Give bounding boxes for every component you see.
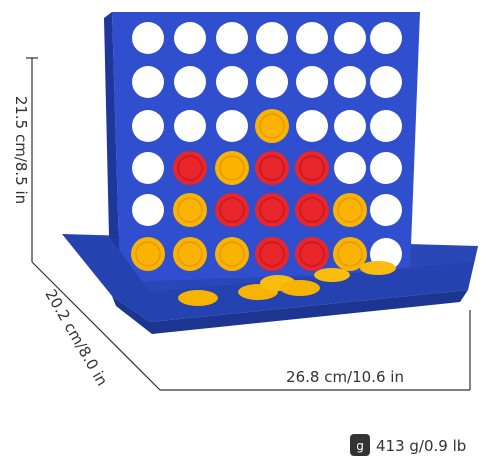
piece-ring	[219, 241, 245, 267]
hole	[334, 22, 366, 54]
hole	[256, 22, 288, 54]
piece-ring	[337, 241, 363, 267]
weight-icon	[350, 434, 370, 456]
piece-ring	[259, 241, 285, 267]
hole	[132, 194, 164, 226]
hole	[370, 110, 402, 142]
tray-front	[62, 234, 478, 322]
hole	[334, 110, 366, 142]
hole	[334, 152, 366, 184]
hole	[132, 66, 164, 98]
tray-lip	[112, 290, 468, 334]
piece-ring	[299, 241, 325, 267]
hole	[296, 22, 328, 54]
hole	[370, 152, 402, 184]
hole	[174, 110, 206, 142]
hole	[370, 66, 402, 98]
hole	[132, 110, 164, 142]
hole	[334, 66, 366, 98]
hole	[132, 22, 164, 54]
hole	[216, 66, 248, 98]
piece-ring	[299, 155, 325, 181]
piece-ring	[219, 197, 245, 223]
hole	[256, 66, 288, 98]
hole	[174, 22, 206, 54]
piece-ring	[219, 155, 245, 181]
piece-ring	[259, 113, 285, 139]
hole	[174, 66, 206, 98]
hole	[216, 110, 248, 142]
height-label: 21.5 cm/8.5 in	[12, 96, 30, 204]
hole	[296, 110, 328, 142]
board-edge	[104, 12, 120, 282]
piece-ring	[259, 197, 285, 223]
depth-label: 20.2 cm/8.0 in	[41, 286, 111, 389]
piece-ring	[177, 197, 203, 223]
hole	[216, 22, 248, 54]
dimension-lines	[26, 57, 471, 391]
weight-label: 413 g/0.9 lb	[376, 437, 466, 455]
hole	[370, 22, 402, 54]
weight-icon-letter: g	[356, 439, 364, 453]
piece-ring	[177, 155, 203, 181]
hole	[132, 152, 164, 184]
piece-ring	[177, 241, 203, 267]
hole	[296, 66, 328, 98]
hole	[370, 194, 402, 226]
piece-ring	[259, 155, 285, 181]
loose-pieces	[178, 261, 396, 306]
piece-ring	[337, 197, 363, 223]
piece-ring	[299, 197, 325, 223]
width-label: 26.8 cm/10.6 in	[286, 368, 404, 386]
piece-ring	[135, 241, 161, 267]
